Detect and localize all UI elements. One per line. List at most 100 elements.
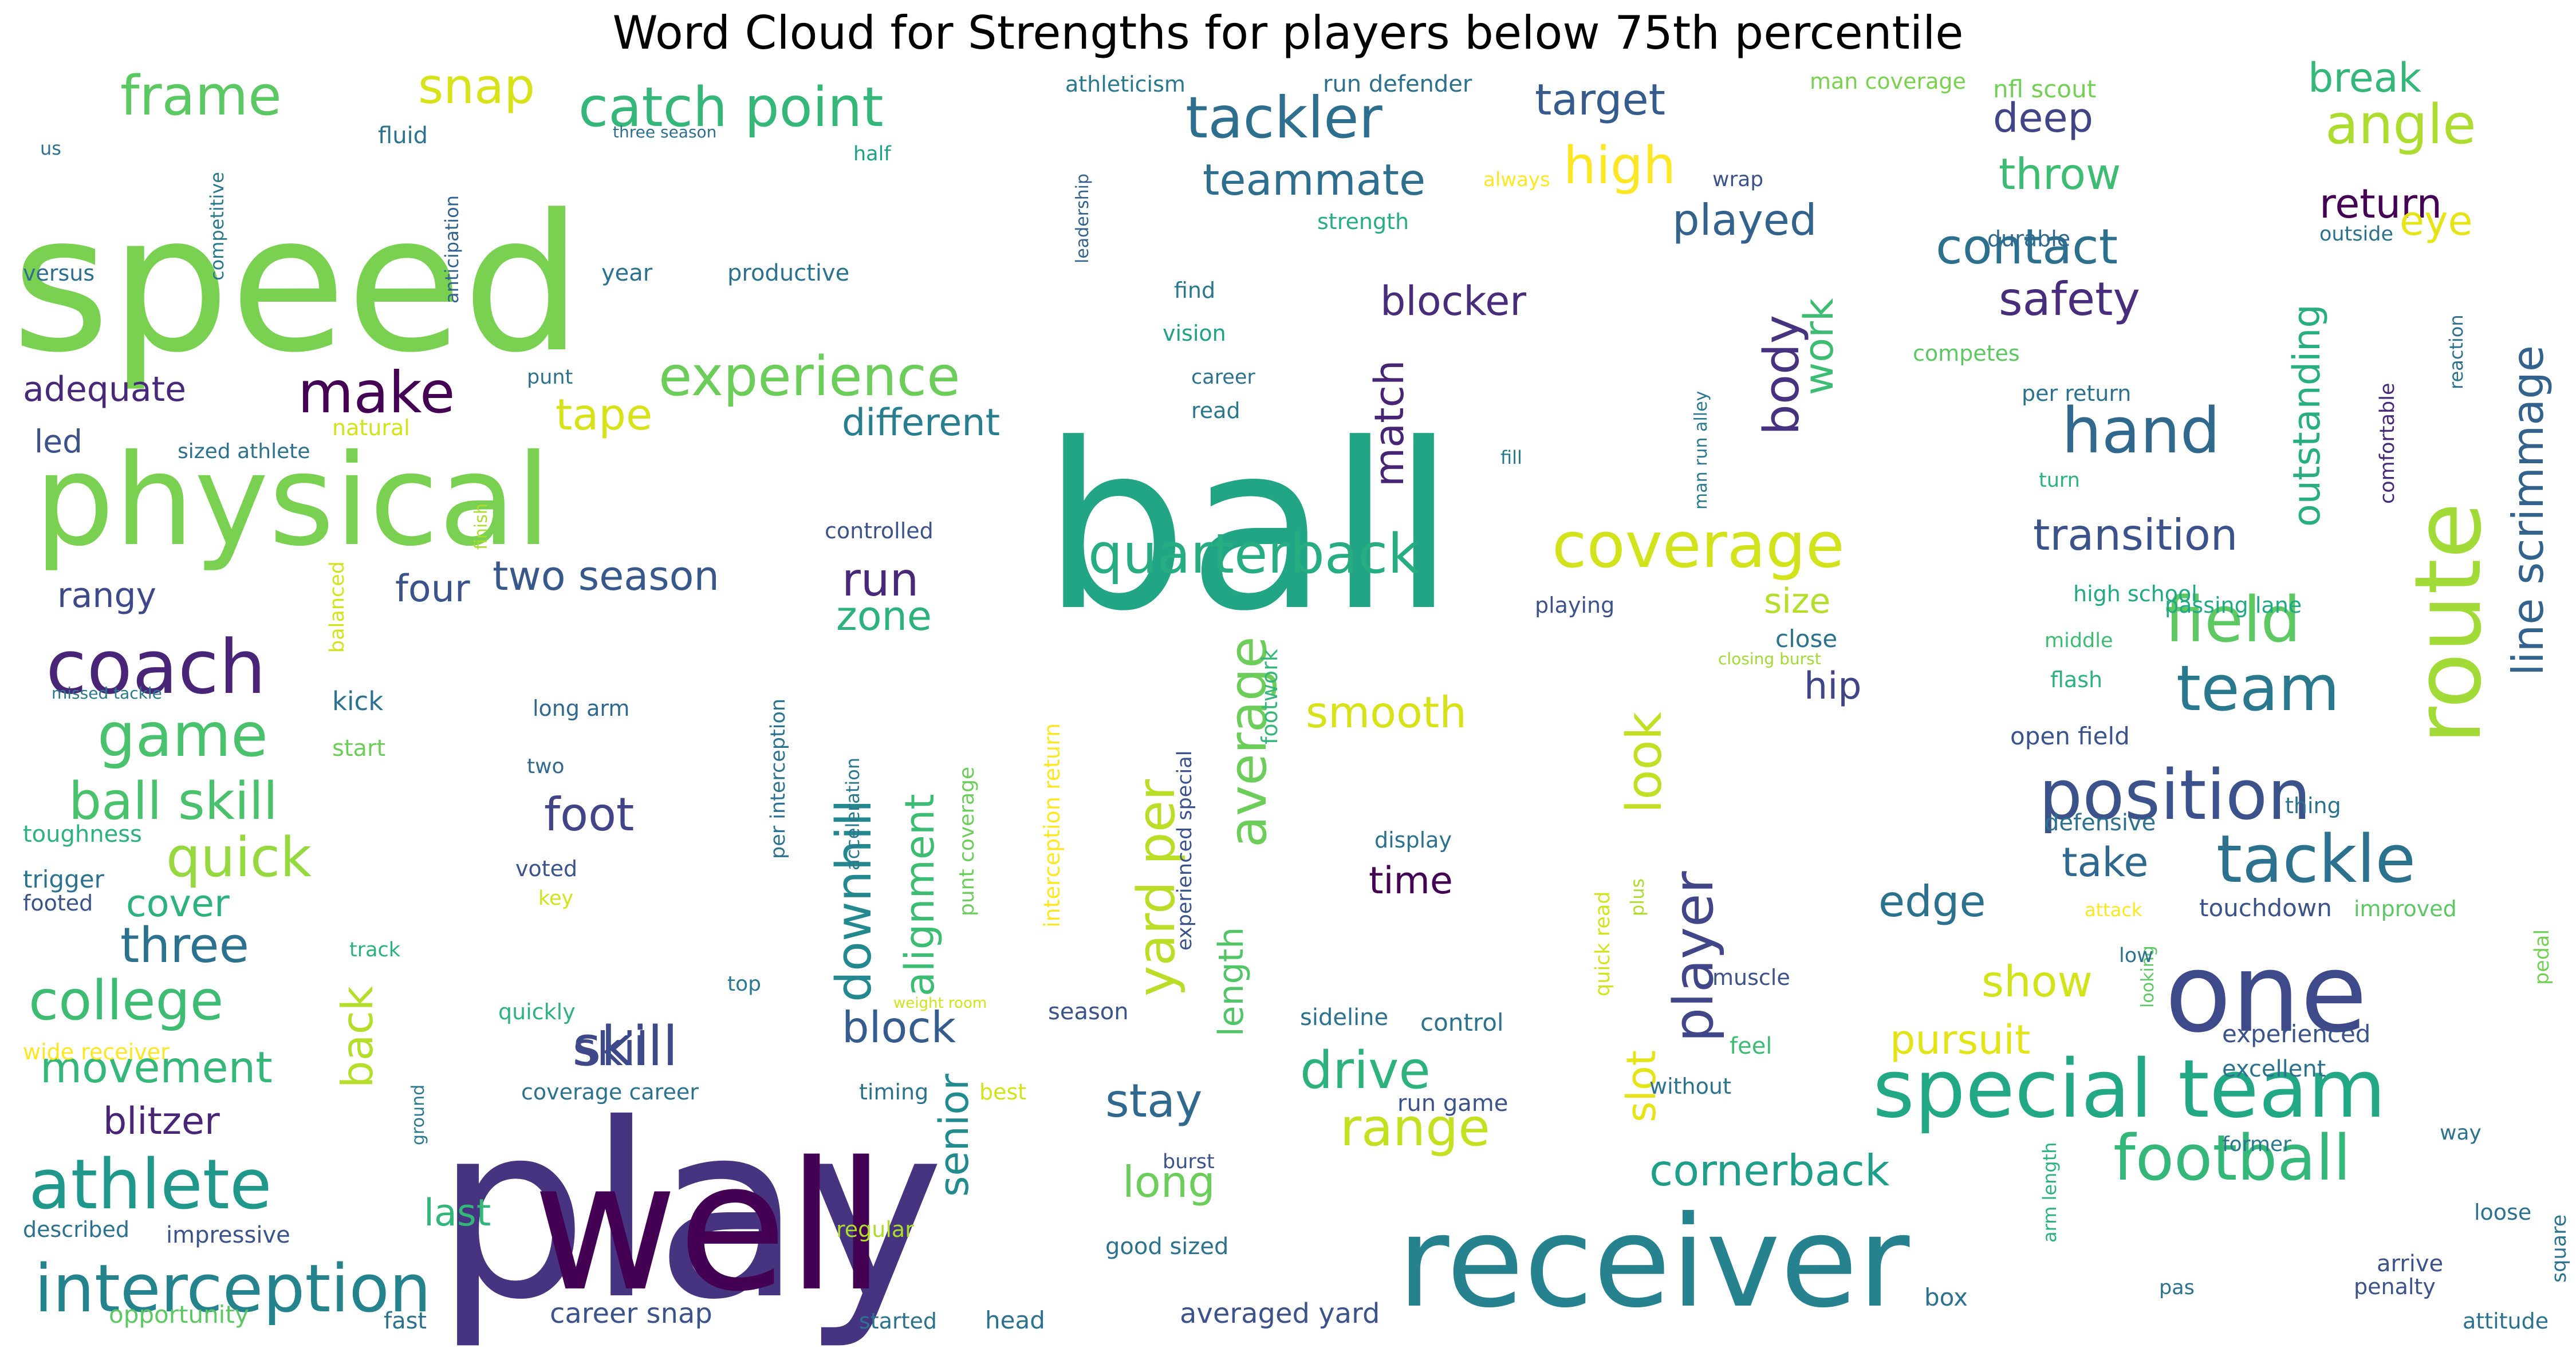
- word-played: played: [1672, 195, 1817, 245]
- word-length: length: [1211, 927, 1251, 1036]
- word-display: display: [1374, 827, 1452, 853]
- word-zone: zone: [836, 593, 932, 640]
- word-man-coverage: man coverage: [1810, 69, 1966, 94]
- word-open-field: open field: [2010, 722, 2130, 750]
- word-frame: frame: [120, 65, 282, 128]
- word-tape: tape: [556, 389, 652, 440]
- word-two-season: two season: [493, 553, 719, 600]
- word-interception-return: interception return: [1039, 723, 1065, 928]
- word-described: described: [23, 1217, 129, 1242]
- word-fill: fill: [1500, 447, 1522, 468]
- word-durable: durable: [1987, 226, 2070, 251]
- word-speed: speed: [11, 174, 582, 394]
- word-experience: experience: [659, 345, 960, 408]
- word-playing: playing: [1535, 593, 1614, 618]
- word-transition: transition: [2033, 510, 2238, 560]
- word-feel: feel: [1730, 1033, 1772, 1059]
- word-attitude: attitude: [2463, 1308, 2549, 1334]
- word-closing-burst: closing burst: [1718, 649, 1821, 668]
- word-player: player: [1663, 870, 1726, 1042]
- word-drive: drive: [1300, 1040, 1431, 1101]
- word-punt-coverage: punt coverage: [955, 767, 979, 916]
- word-game: game: [97, 700, 268, 770]
- word-stay: stay: [1105, 1074, 1202, 1128]
- word-acceleration: acceleration: [842, 758, 864, 870]
- word-safety: safety: [1999, 273, 2140, 326]
- word-plus: plus: [1626, 878, 1648, 916]
- word-hip: hip: [1804, 665, 1862, 708]
- word-finish: finish: [471, 503, 491, 550]
- word-run-defender: run defender: [1323, 71, 1472, 97]
- word-year: year: [601, 260, 653, 286]
- word-reaction: reaction: [2445, 314, 2467, 389]
- word-route: route: [2394, 502, 2502, 744]
- word-low: low: [2119, 944, 2153, 967]
- word-work: work: [1795, 298, 1842, 395]
- word-always: always: [1483, 168, 1550, 191]
- word-catch-point: catch point: [578, 76, 884, 139]
- word-coverage-career: coverage career: [521, 1079, 699, 1105]
- word-tackle: tackle: [2216, 821, 2416, 898]
- word-pas: pas: [2159, 1276, 2195, 1299]
- word-movement: movement: [40, 1042, 273, 1093]
- word-quickly: quickly: [498, 999, 576, 1024]
- word-run: run: [842, 553, 919, 606]
- word-punt: punt: [527, 366, 573, 389]
- word-close: close: [1775, 625, 1837, 653]
- word-size: size: [1764, 581, 1830, 621]
- word-control: control: [1420, 1008, 1504, 1036]
- word-read: read: [1191, 398, 1240, 423]
- word-key: key: [538, 887, 573, 910]
- word-wide-receiver: wide receiver: [23, 1039, 170, 1065]
- word-looking: looking: [2138, 945, 2158, 1008]
- word-one: one: [2165, 930, 2368, 1057]
- word-edge: edge: [1878, 876, 1986, 927]
- word-started: started: [859, 1308, 937, 1334]
- word-quarterback: quarterback: [1088, 523, 1419, 586]
- word-four: four: [395, 567, 470, 610]
- word-time: time: [1369, 860, 1453, 902]
- word-tackler: tackler: [1185, 84, 1383, 151]
- word-per-interception: per interception: [767, 699, 790, 859]
- word-make: make: [298, 359, 455, 426]
- word-competes: competes: [1913, 341, 2020, 366]
- word-angle: angle: [2325, 93, 2476, 156]
- word-adequate: adequate: [23, 369, 186, 409]
- word-take: take: [2062, 839, 2148, 886]
- word-balanced: balanced: [326, 561, 349, 653]
- word-football: football: [2113, 1121, 2351, 1195]
- word-career: career: [1191, 366, 1255, 389]
- word-position: position: [2039, 756, 2311, 835]
- word-smooth: smooth: [1306, 687, 1467, 738]
- word-range: range: [1340, 1098, 1490, 1158]
- word-improved: improved: [2354, 896, 2457, 921]
- word-blitzer: blitzer: [103, 1100, 220, 1143]
- word-line-scrimmage: line scrimmage: [2503, 345, 2553, 676]
- word-show: show: [1982, 956, 2093, 1007]
- word-good-sized: good sized: [1105, 1233, 1228, 1260]
- word-toughness: toughness: [23, 821, 142, 847]
- word-flash: flash: [2050, 667, 2102, 692]
- word-physical: physical: [34, 427, 551, 574]
- word-yard-per: yard per: [1126, 779, 1187, 996]
- word-fast: fast: [384, 1308, 427, 1334]
- word-productive: productive: [727, 260, 849, 286]
- word-without: without: [1649, 1074, 1731, 1099]
- word-snap: snap: [418, 58, 535, 115]
- word-long-arm: long arm: [533, 696, 629, 721]
- word-athleticism: athleticism: [1065, 72, 1185, 97]
- word-comfortable: comfortable: [2376, 383, 2399, 504]
- word-back: back: [332, 986, 383, 1088]
- word-versus: versus: [23, 261, 94, 286]
- word-weight-room: weight room: [893, 995, 987, 1012]
- word-coverage: coverage: [1552, 508, 1845, 582]
- word-three-season: three season: [613, 123, 716, 141]
- word-field: field: [2165, 583, 2301, 656]
- word-pursuit: pursuit: [1890, 1016, 2030, 1063]
- word-per-return: per return: [2022, 381, 2131, 406]
- word-trigger: trigger: [23, 865, 105, 893]
- word-thing: thing: [2285, 793, 2341, 818]
- word-teammate: teammate: [1203, 155, 1425, 205]
- word-quick-read: quick read: [1592, 891, 1614, 996]
- word-well: well: [533, 1124, 886, 1331]
